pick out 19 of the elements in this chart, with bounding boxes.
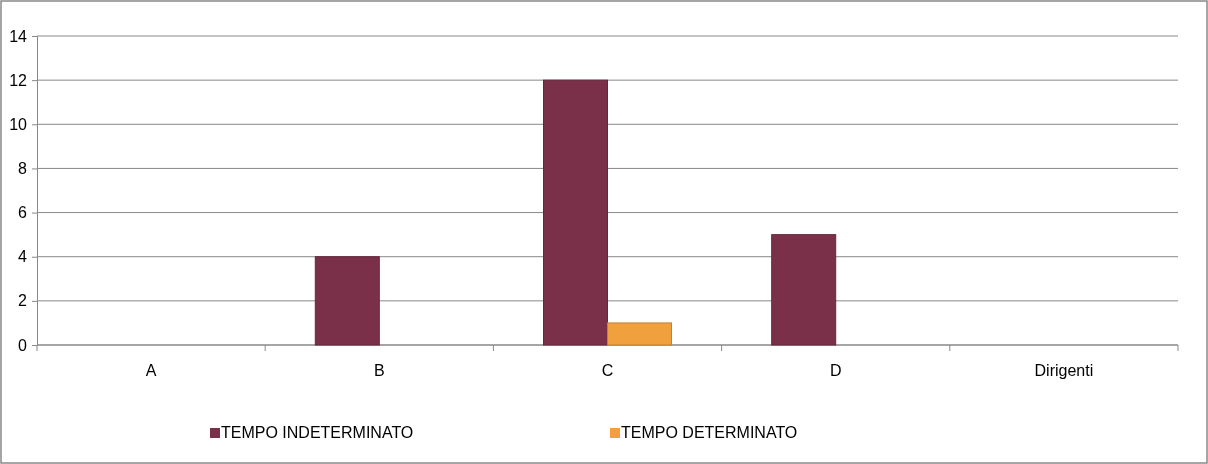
bar <box>543 79 608 346</box>
x-tick-label: B <box>373 362 385 379</box>
y-tick-label: 0 <box>18 336 28 354</box>
y-tick-label: 8 <box>18 160 28 178</box>
y-tick-label: 12 <box>9 71 28 89</box>
bar <box>771 234 837 346</box>
x-tick-label: A <box>145 362 157 379</box>
y-tick-label: 14 <box>9 27 28 45</box>
x-tick-label: D <box>829 362 842 379</box>
legend-label: TEMPO DETERMINATO <box>621 424 798 441</box>
y-tick-label: 10 <box>9 115 28 133</box>
y-tick-label: 4 <box>18 248 28 266</box>
x-tick-label: Dirigenti <box>1034 362 1094 379</box>
y-tick-label: 2 <box>18 292 28 310</box>
y-tick-label: 6 <box>18 204 28 222</box>
bar <box>314 256 380 346</box>
x-tick-label: C <box>601 362 614 379</box>
legend-label: TEMPO INDETERMINATO <box>221 424 414 441</box>
bar <box>607 322 672 346</box>
